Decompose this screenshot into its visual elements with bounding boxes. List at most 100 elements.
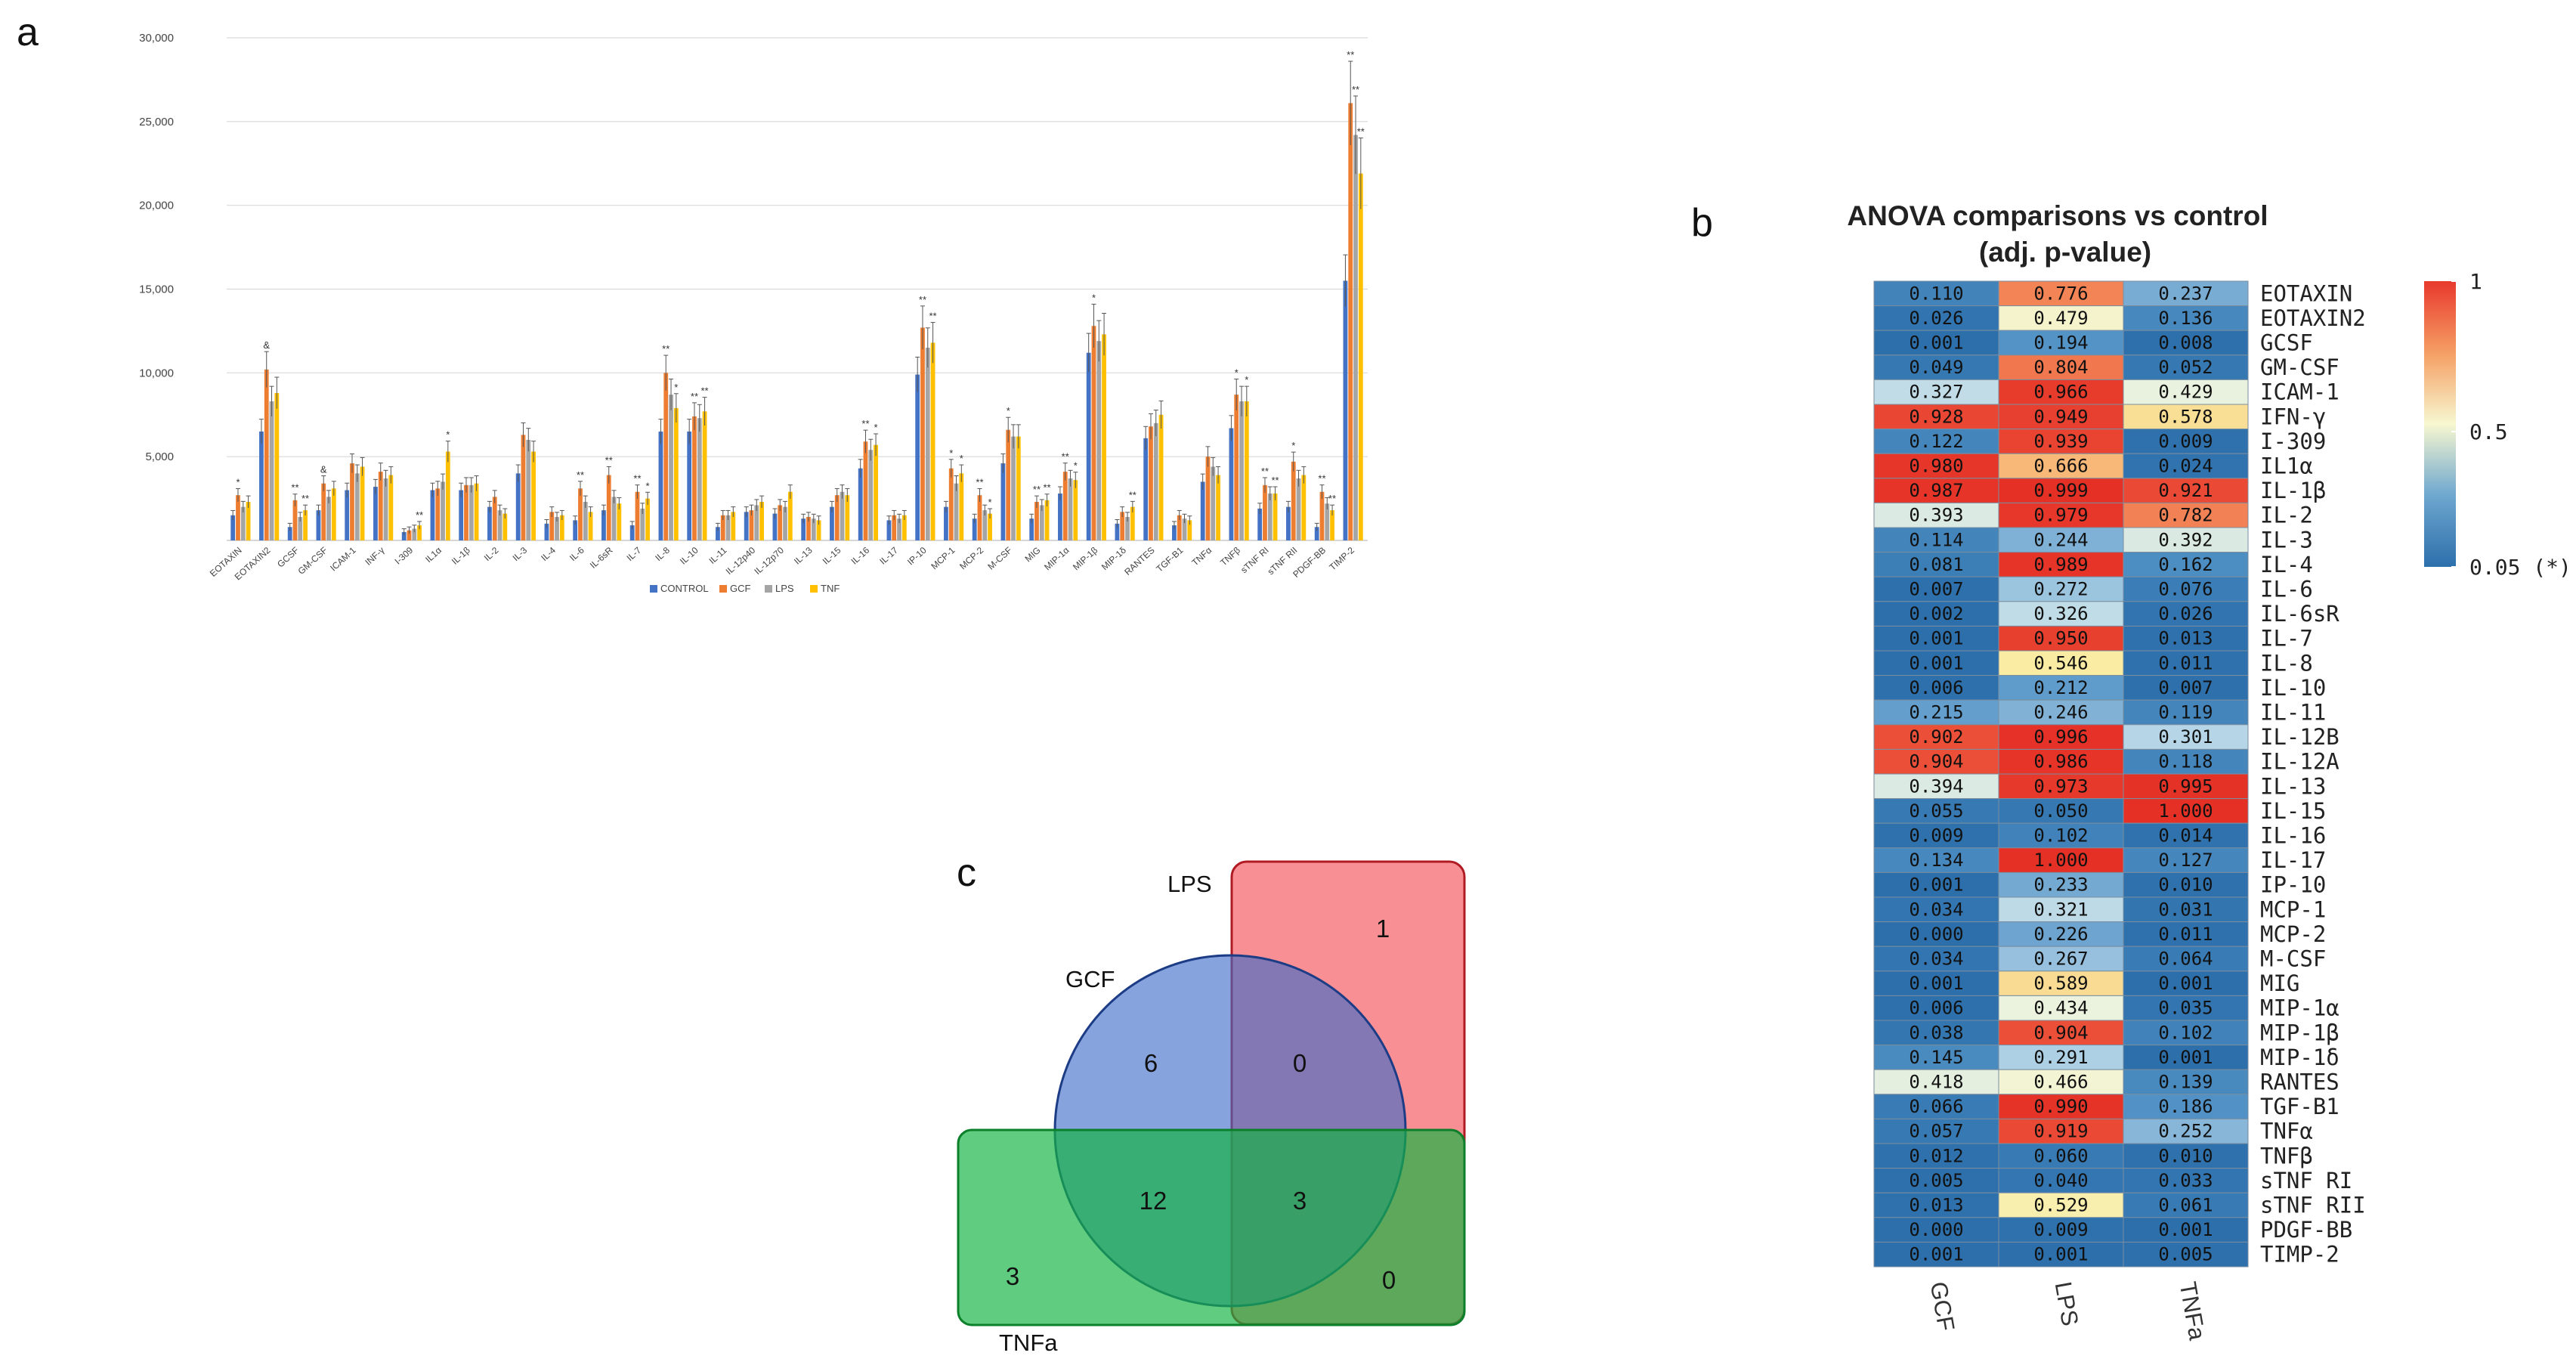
heatmap-cell-value: 0.007 bbox=[2158, 677, 2213, 698]
heatmap-row-label: PDGF-BB bbox=[2260, 1217, 2352, 1243]
heatmap-cell-value: 0.466 bbox=[2033, 1072, 2088, 1093]
heatmap-cell-icam-1-lps bbox=[1998, 379, 2124, 405]
bar-rantes-gcf bbox=[1149, 426, 1153, 540]
bar-mip-1-tnf bbox=[1073, 480, 1078, 540]
heatmap-cell-value: 0.011 bbox=[2158, 924, 2213, 945]
bar-icam-1-gcf bbox=[350, 463, 354, 540]
bar-il-6sr-control bbox=[601, 510, 606, 540]
heatmap-cell-eotaxin-lps bbox=[1998, 280, 2124, 307]
heatmap-cell-value: 0.057 bbox=[1909, 1121, 1963, 1142]
heatmap-cell-value: 0.009 bbox=[2033, 1219, 2088, 1240]
bar-mcp-1-tnf bbox=[959, 473, 964, 540]
bar-category-label: IL-6 bbox=[567, 545, 586, 563]
bar-pdgf-bb-tnf bbox=[1330, 510, 1334, 540]
heatmap-cell-il-11-tnfa bbox=[2123, 699, 2249, 726]
bar-il-11-tnf bbox=[731, 512, 736, 540]
heatmap-row-label: IL-16 bbox=[2260, 823, 2326, 849]
heatmap-cell-il-2-gcf bbox=[1873, 502, 1999, 528]
bar-tgf-b1-gcf bbox=[1177, 515, 1182, 540]
heatmap-cell-value: 0.102 bbox=[2033, 825, 2088, 847]
bar-category-label: IL-15 bbox=[821, 545, 843, 567]
heatmap-cell-value: 0.118 bbox=[2158, 751, 2213, 772]
heatmap-cell-value: 0.081 bbox=[1909, 554, 1963, 575]
heatmap-cell-value: 0.904 bbox=[1909, 751, 1963, 772]
bar-stnf-ri-lps bbox=[1267, 493, 1273, 540]
heatmap-row-label: IL-15 bbox=[2260, 798, 2326, 824]
bar-il-12p70-control bbox=[772, 513, 778, 540]
bar-m-csf-gcf bbox=[1006, 429, 1011, 540]
heatmap-cell-value: 0.001 bbox=[1909, 628, 1963, 649]
heatmap-cell-value: 0.009 bbox=[2158, 431, 2213, 452]
venn-count-gcf-only: 6 bbox=[1144, 1049, 1158, 1077]
heatmap-cell-value: 0.990 bbox=[2033, 1096, 2088, 1117]
bar-il-6-gcf bbox=[578, 488, 583, 540]
heatmap-cell-value: 0.995 bbox=[2158, 775, 2213, 797]
bar-il-4-gcf bbox=[549, 512, 555, 540]
heatmap-cell-value: 0.186 bbox=[2158, 1096, 2213, 1117]
heatmap-cell-il-7-gcf bbox=[1873, 625, 1999, 652]
bar-timp-2-gcf bbox=[1348, 103, 1353, 540]
heatmap-cell-il-15-lps bbox=[1998, 798, 2124, 824]
heatmap-cell-value: 0.050 bbox=[2033, 800, 2088, 822]
heatmap-cell-value: 0.040 bbox=[2033, 1170, 2088, 1191]
bar-category-label: IL-8 bbox=[653, 545, 672, 563]
bar-il-2-lps bbox=[497, 510, 503, 540]
bar-stnf-ri-gcf bbox=[1263, 484, 1267, 540]
heatmap-cell-stnf-ri-gcf bbox=[1873, 1168, 1999, 1193]
heatmap-cell-mig-tnfa bbox=[2123, 970, 2249, 996]
heatmap-cell-tgf-b1-tnfa bbox=[2123, 1094, 2249, 1119]
bar-significance-marks: *&****&*************** **** ****** ******* *… bbox=[236, 49, 1364, 521]
heatmap-cell-il-7-tnfa bbox=[2123, 625, 2249, 652]
bar-mcp-1-gcf bbox=[948, 468, 954, 540]
bar-series bbox=[230, 60, 1363, 541]
bar-pdgf-bb-lps bbox=[1325, 503, 1330, 540]
bar-il-6-lps bbox=[583, 502, 588, 540]
significance-mark: ** bbox=[605, 454, 613, 466]
heatmap-row-label: RANTES bbox=[2260, 1069, 2339, 1095]
bar-category-label: TIMP-2 bbox=[1327, 545, 1356, 573]
bar-category-label: INF-γ bbox=[363, 545, 386, 568]
heatmap-cell-il-13-gcf bbox=[1873, 773, 1999, 800]
heatmap-cell-stnf-rii-tnfa bbox=[2123, 1192, 2249, 1218]
heatmap-column-label: GCF bbox=[1925, 1280, 1960, 1333]
heatmap-cell-value: 0.162 bbox=[2158, 554, 2213, 575]
bar-gm-csf-control bbox=[316, 510, 321, 540]
panel-a-label: a bbox=[17, 11, 39, 54]
bar-il-7-control bbox=[629, 525, 635, 540]
bar-icam-1-control bbox=[345, 490, 350, 540]
bar-il-12p70-lps bbox=[783, 506, 787, 540]
heatmap-cell-value: 0.904 bbox=[2033, 1022, 2088, 1043]
heatmap-cell-mcp-1-gcf bbox=[1873, 896, 1999, 923]
significance-mark: * bbox=[1092, 292, 1096, 303]
bar-mcp-1-control bbox=[944, 506, 948, 540]
heatmap-cell-il-2-tnfa bbox=[2123, 502, 2249, 528]
heatmap-cell-il-11-gcf bbox=[1873, 699, 1999, 726]
heatmap-row-label: M-CSF bbox=[2260, 946, 2326, 972]
bar-mcp-2-tnf bbox=[988, 513, 992, 540]
heatmap-subtitle: (adj. p-value) bbox=[1979, 237, 2151, 268]
bar-category-label: RANTES bbox=[1122, 545, 1157, 577]
bar-y-tick-label: 15,000 bbox=[139, 283, 174, 296]
bar-tnf-control bbox=[1229, 428, 1234, 540]
venn-tnfa-set bbox=[957, 1128, 1466, 1326]
bar-gcsf-gcf bbox=[292, 500, 298, 540]
venn-label-tnfa: TNFa bbox=[999, 1329, 1058, 1356]
heatmap-cell-m-csf-gcf bbox=[1873, 946, 1999, 972]
significance-mark: ** bbox=[929, 311, 937, 322]
significance-mark: ** bbox=[691, 391, 698, 402]
heatmap-cell-value: 0.950 bbox=[2033, 628, 2088, 649]
bar-mig-tnf bbox=[1044, 500, 1050, 540]
bar-il1-lps bbox=[441, 481, 445, 540]
heatmap-row-label: TNFβ bbox=[2260, 1143, 2313, 1169]
heatmap-cell-value: 0.012 bbox=[1909, 1145, 1963, 1166]
heatmap-cell-value: 0.013 bbox=[1909, 1195, 1963, 1216]
heatmap-row-label: IP-10 bbox=[2260, 872, 2326, 898]
bar-stnf-rii-lps bbox=[1296, 478, 1301, 540]
bar-category-label: IL-11 bbox=[707, 545, 728, 566]
heatmap-cell-value: 0.393 bbox=[1909, 505, 1963, 526]
heatmap-cell-ip-10-tnfa bbox=[2123, 871, 2249, 898]
heatmap-cell-eotaxin-gcf bbox=[1873, 280, 1999, 307]
bar-eotaxin2-gcf bbox=[264, 369, 269, 540]
